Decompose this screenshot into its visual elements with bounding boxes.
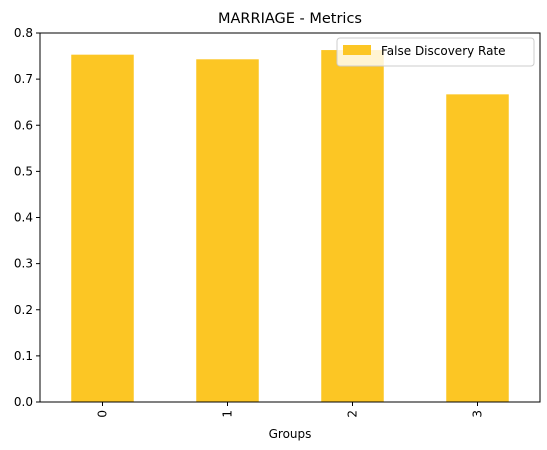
bar-2 bbox=[321, 50, 384, 402]
x-tick-label: 2 bbox=[346, 410, 360, 418]
legend-label: False Discovery Rate bbox=[381, 44, 506, 58]
legend: False Discovery Rate bbox=[336, 37, 535, 67]
plot-frame bbox=[39, 32, 541, 403]
x-axis-label: Groups bbox=[269, 427, 312, 441]
y-tick-label: 0.5 bbox=[14, 164, 33, 178]
y-tick-label: 0.8 bbox=[14, 26, 33, 40]
legend-box bbox=[336, 37, 535, 67]
y-tick-label: 0.6 bbox=[14, 118, 33, 132]
chart-title: MARRIAGE - Metrics bbox=[218, 11, 362, 27]
y-tick-label: 0.3 bbox=[14, 257, 33, 271]
bars-group bbox=[71, 50, 509, 403]
y-tick-label: 0.1 bbox=[14, 349, 33, 363]
y-tick-label: 0.0 bbox=[14, 395, 33, 409]
y-tick-label: 0.4 bbox=[14, 211, 33, 225]
bar-0 bbox=[71, 54, 134, 403]
x-tick-label: 0 bbox=[96, 410, 110, 418]
legend-swatch bbox=[343, 45, 371, 55]
y-axis: 0.0 0.1 0.2 0.3 0.4 0.5 0.6 0.7 0.8 bbox=[14, 26, 40, 409]
y-tick-label: 0.7 bbox=[14, 72, 33, 86]
bar-1 bbox=[196, 59, 259, 402]
x-tick-label: 1 bbox=[221, 410, 235, 418]
x-axis: 0 1 2 3 bbox=[96, 402, 485, 418]
bar-3 bbox=[446, 94, 509, 402]
y-tick-label: 0.2 bbox=[14, 303, 33, 317]
x-tick-label: 3 bbox=[471, 410, 485, 418]
